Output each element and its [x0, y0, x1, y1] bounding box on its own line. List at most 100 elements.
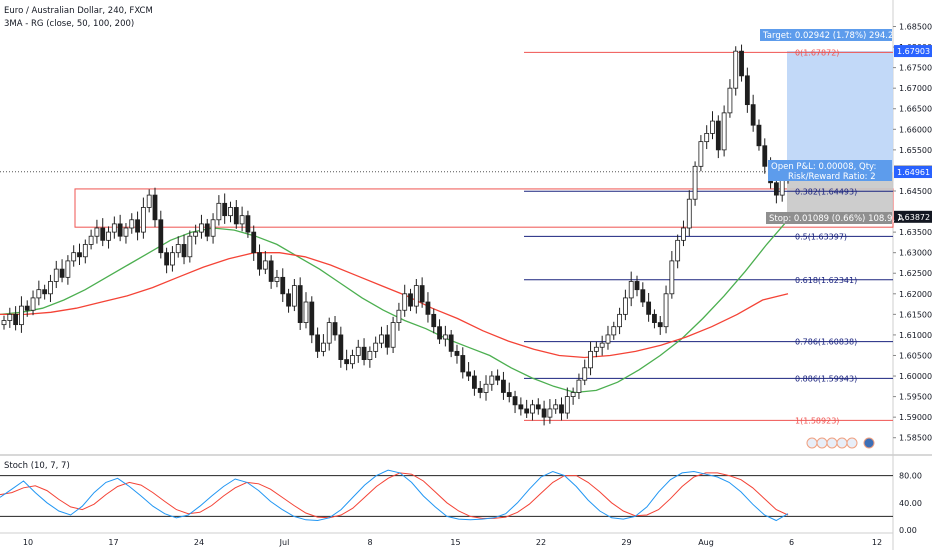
candle-body[interactable] [634, 281, 640, 291]
candle-body[interactable] [257, 252, 262, 270]
candle-body[interactable] [19, 305, 24, 326]
candle-body[interactable] [681, 227, 686, 241]
candle-body[interactable] [605, 334, 611, 344]
candle-body[interactable] [59, 268, 65, 278]
candle-body[interactable] [652, 313, 657, 323]
candle-body[interactable] [274, 276, 280, 282]
candle-body[interactable] [535, 404, 541, 410]
candle-body[interactable] [495, 375, 501, 381]
candle-body[interactable] [541, 408, 547, 418]
candle-body[interactable] [48, 281, 53, 295]
candle-body[interactable] [698, 141, 704, 167]
candle-body[interactable] [309, 301, 315, 336]
candle-body[interactable] [762, 145, 768, 167]
event-badge-icon[interactable] [863, 437, 875, 449]
candle-body[interactable] [518, 404, 524, 410]
candle-body[interactable] [599, 342, 605, 348]
candle-body[interactable] [622, 297, 628, 315]
pnl-label-box[interactable] [768, 160, 892, 181]
candle-body[interactable] [82, 244, 88, 258]
candle-body[interactable] [524, 408, 530, 414]
candle-body[interactable] [466, 371, 471, 377]
target-label-box[interactable] [760, 29, 892, 41]
candle-body[interactable] [448, 334, 454, 352]
candle-body[interactable] [727, 87, 733, 114]
candle-body[interactable] [326, 322, 332, 344]
candle-body[interactable] [715, 120, 721, 151]
candle-body[interactable] [65, 260, 71, 278]
candle-body[interactable] [750, 104, 756, 126]
price-tag[interactable] [894, 210, 932, 223]
candle-body[interactable] [106, 231, 111, 241]
candle-body[interactable] [477, 387, 483, 393]
candle-body[interactable] [675, 239, 681, 262]
candle-body[interactable] [42, 289, 48, 295]
candle-body[interactable] [204, 223, 210, 237]
candle-body[interactable] [53, 268, 59, 282]
ma100-line[interactable] [0, 252, 789, 359]
symbol-title[interactable]: Euro / Australian Dollar, 240, FXCM [4, 6, 153, 16]
event-badge-icon[interactable] [816, 437, 828, 449]
candle-body[interactable] [373, 342, 379, 352]
candle-body[interactable] [640, 289, 646, 303]
candle-body[interactable] [245, 215, 251, 233]
candle-body[interactable] [704, 133, 710, 143]
candle-body[interactable] [158, 219, 164, 254]
candle-body[interactable] [222, 202, 228, 217]
candle-body[interactable] [663, 293, 669, 328]
candle-body[interactable] [239, 215, 245, 225]
candle-body[interactable] [721, 112, 727, 151]
candle-body[interactable] [286, 293, 291, 307]
candle-body[interactable] [117, 223, 123, 237]
candle-body[interactable] [350, 355, 355, 365]
candle-body[interactable] [588, 350, 593, 369]
candle-body[interactable] [408, 293, 413, 307]
candle-body[interactable] [361, 346, 367, 360]
event-badges[interactable] [806, 437, 875, 449]
candle-body[interactable] [88, 235, 94, 245]
candle-body[interactable] [489, 375, 495, 385]
candle-body[interactable] [13, 313, 19, 326]
candle-body[interactable] [94, 227, 100, 237]
candle-body[interactable] [210, 219, 216, 237]
candle-body[interactable] [199, 223, 204, 233]
candle-body[interactable] [170, 252, 175, 266]
ma50-line[interactable] [0, 219, 789, 394]
candle-body[interactable] [251, 231, 257, 254]
candle-body[interactable] [501, 379, 506, 393]
candle-body[interactable] [152, 194, 158, 221]
candle-body[interactable] [471, 375, 477, 389]
candle-body[interactable] [692, 165, 698, 200]
candle-body[interactable] [779, 178, 785, 196]
candle-body[interactable] [303, 301, 309, 323]
candle-body[interactable] [576, 379, 582, 393]
candle-body[interactable] [686, 198, 692, 229]
candle-body[interactable] [553, 404, 559, 410]
candle-body[interactable] [228, 207, 233, 217]
candle-body[interactable] [367, 350, 373, 360]
candle-body[interactable] [384, 334, 390, 348]
candle-body[interactable] [396, 309, 402, 323]
price-tag[interactable] [894, 45, 932, 58]
candle-body[interactable] [175, 244, 181, 254]
indicator-label[interactable]: 3MA - RG (close, 50, 100, 200) [4, 19, 134, 29]
stoch-k-line[interactable] [0, 469, 789, 522]
candle-body[interactable] [193, 231, 199, 237]
candle-body[interactable] [431, 313, 437, 328]
event-badge-icon[interactable] [826, 437, 838, 449]
candle-body[interactable] [135, 219, 140, 233]
candle-body[interactable] [611, 326, 617, 336]
candle-body[interactable] [657, 322, 663, 328]
candle-body[interactable] [669, 260, 675, 295]
candle-body[interactable] [646, 301, 652, 315]
event-badge-icon[interactable] [836, 437, 848, 449]
candle-body[interactable] [216, 202, 222, 221]
candle-body[interactable] [291, 285, 297, 307]
candle-body[interactable] [123, 227, 129, 237]
candle-body[interactable] [344, 359, 350, 365]
candle-body[interactable] [733, 50, 739, 89]
price-tag[interactable] [894, 166, 932, 179]
candle-body[interactable] [321, 342, 326, 352]
candle-body[interactable] [530, 404, 535, 414]
